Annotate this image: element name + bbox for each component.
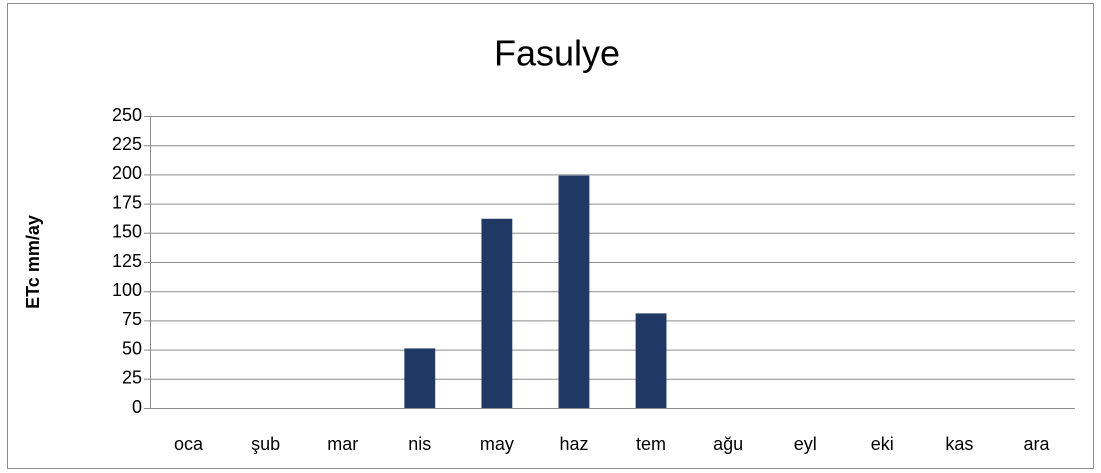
chart-border <box>7 3 1094 469</box>
bar <box>558 175 590 408</box>
y-tick-label: 250 <box>112 105 142 125</box>
y-axis-label: ETc mm/ay <box>23 215 43 309</box>
chart-title: Fasulye <box>494 33 620 74</box>
y-tick-label: 50 <box>122 338 142 358</box>
x-tick-label: tem <box>636 434 666 454</box>
y-tick-label: 175 <box>112 192 142 212</box>
x-tick-label: may <box>480 434 514 454</box>
x-tick-label: ara <box>1023 434 1050 454</box>
x-tick-label: haz <box>559 434 588 454</box>
y-tick-label: 25 <box>122 368 142 388</box>
y-tick-label: 125 <box>112 251 142 271</box>
bar <box>404 348 436 408</box>
y-tick-label: 0 <box>132 397 142 417</box>
bar <box>481 218 513 408</box>
x-tick-label: mar <box>327 434 358 454</box>
bar <box>635 313 667 408</box>
y-tick-label: 225 <box>112 134 142 154</box>
y-tick-label: 75 <box>122 309 142 329</box>
x-tick-label: oca <box>174 434 204 454</box>
x-tick-label: kas <box>945 434 973 454</box>
x-tick-label: nis <box>408 434 431 454</box>
y-tick-label: 100 <box>112 280 142 300</box>
y-tick-label: 150 <box>112 222 142 242</box>
x-tick-label: şub <box>251 434 280 454</box>
y-tick-label: 200 <box>112 163 142 183</box>
x-tick-label: eyl <box>794 434 817 454</box>
x-tick-label: eki <box>871 434 894 454</box>
x-tick-label: ağu <box>713 434 743 454</box>
